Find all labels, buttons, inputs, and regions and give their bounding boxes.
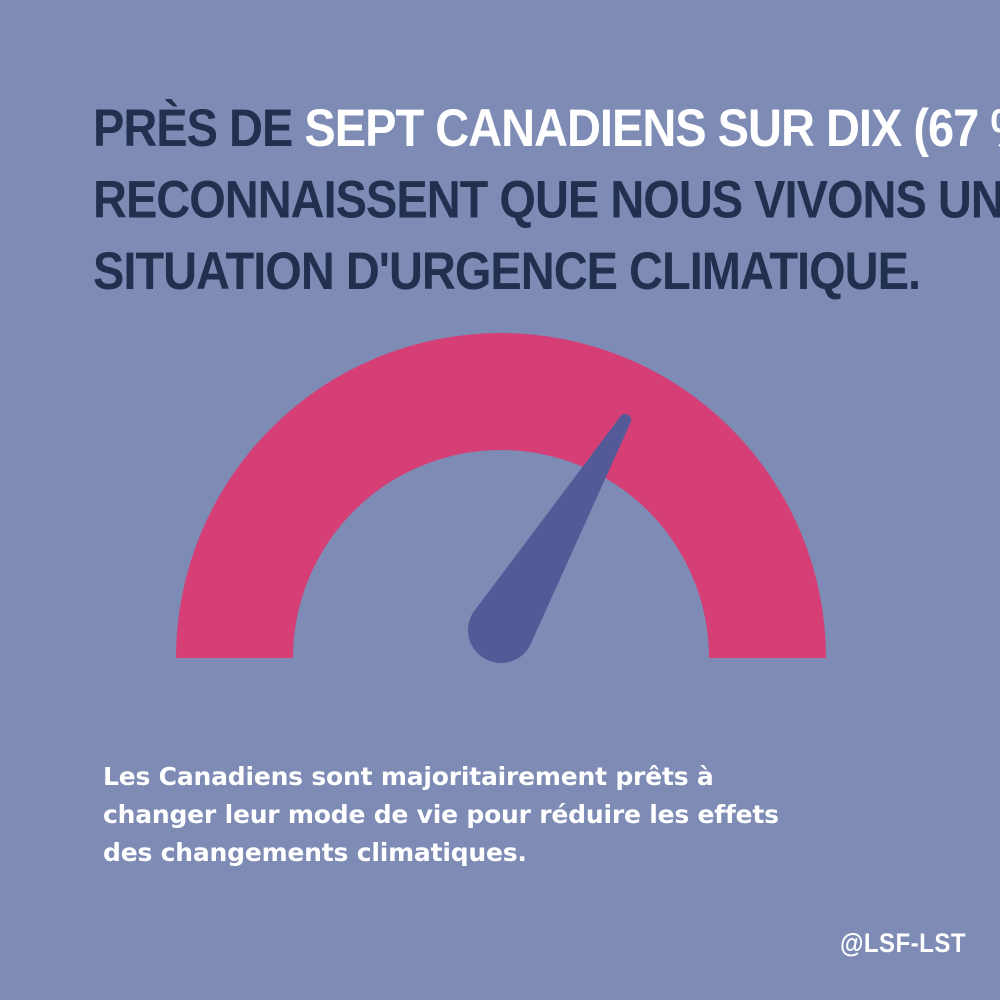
gauge-needle [468, 413, 632, 663]
headline-highlight: sept Canadiens sur dix (67 %) [304, 97, 1000, 157]
headline: Près de sept Canadiens sur dix (67 %) re… [93, 92, 1000, 307]
social-handle: @LSF-LST [839, 929, 966, 959]
headline-line-2: reconnaissent que nous vivons une [93, 169, 1000, 229]
headline-prefix: Près de [93, 97, 293, 157]
caption-line-2: changer leur mode de vie pour réduire le… [103, 800, 779, 829]
headline-line-3: situation d'urgence climatique. [93, 240, 921, 301]
gauge-arc [176, 333, 826, 658]
speedometer-gauge-icon [176, 333, 826, 663]
headline-line-1: Près de sept Canadiens sur dix (67 %) [93, 92, 1000, 164]
caption-line-3: des changements climatiques. [103, 838, 527, 867]
caption-line-1: Les Canadiens sont majoritairement prêts… [103, 762, 714, 791]
caption: Les Canadiens sont majoritairement prêts… [103, 758, 903, 872]
